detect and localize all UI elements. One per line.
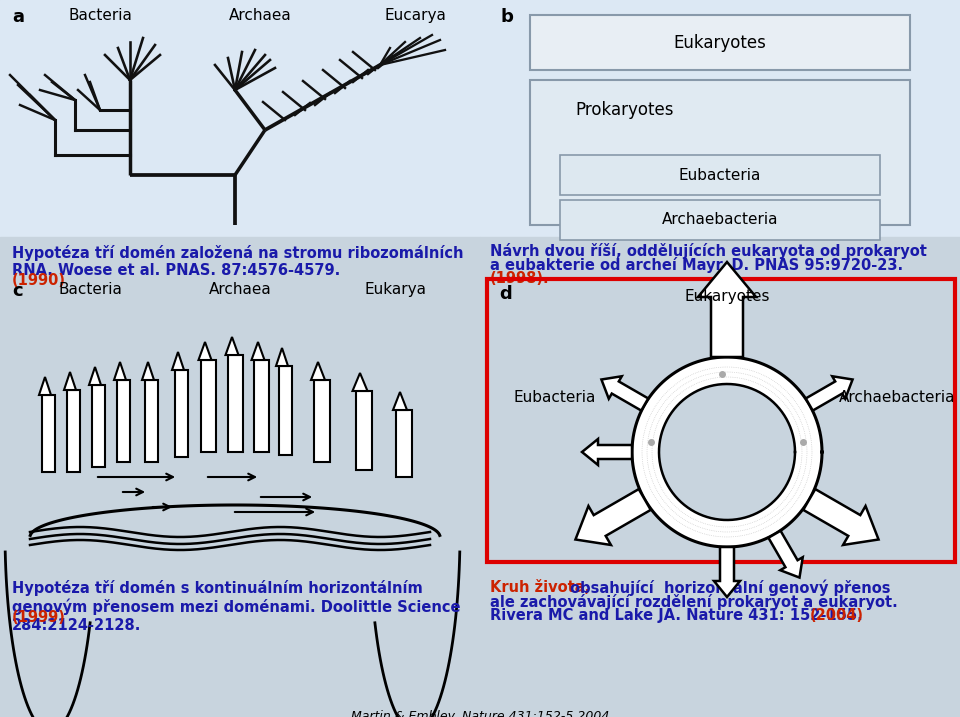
Polygon shape	[172, 352, 184, 370]
Polygon shape	[714, 547, 740, 597]
Text: ale zachovávající rozdělení prokaryot a eukaryot.: ale zachovávající rozdělení prokaryot a …	[490, 594, 898, 610]
Polygon shape	[276, 348, 288, 366]
Polygon shape	[805, 376, 852, 411]
Polygon shape	[114, 362, 126, 380]
Bar	[254, 360, 269, 452]
Polygon shape	[393, 392, 407, 410]
Polygon shape	[199, 342, 211, 360]
Text: (1999): (1999)	[12, 610, 66, 625]
Polygon shape	[89, 367, 101, 385]
Polygon shape	[39, 377, 51, 395]
Text: b: b	[500, 8, 513, 26]
Bar	[487, 279, 955, 562]
Polygon shape	[575, 489, 651, 545]
Text: Hypotéza tří domén s kontinuálním horizontálním
genovým přenosem mezi doménami. : Hypotéza tří domén s kontinuálním horizo…	[12, 580, 461, 632]
Text: Eubacteria: Eubacteria	[514, 389, 596, 404]
Text: Kruh života,: Kruh života,	[490, 580, 590, 595]
Bar	[202, 360, 216, 452]
Text: d: d	[499, 285, 512, 303]
Text: a: a	[12, 8, 24, 26]
Text: Archaea: Archaea	[228, 8, 292, 23]
Text: (1998).: (1998).	[490, 271, 550, 286]
Bar	[480, 270, 960, 717]
Text: Prokaryotes: Prokaryotes	[576, 101, 674, 119]
Text: Archaea: Archaea	[208, 282, 272, 297]
Text: Eukaryotes: Eukaryotes	[674, 34, 766, 52]
Bar	[0, 237, 480, 717]
Text: (1990): (1990)	[12, 273, 66, 288]
Text: Eubacteria: Eubacteria	[679, 168, 761, 183]
Text: (2004): (2004)	[810, 608, 864, 623]
Polygon shape	[252, 342, 265, 360]
Text: a eubakterie od archeí Mayr, D. PNAS 95:9720-23.: a eubakterie od archeí Mayr, D. PNAS 95:…	[490, 257, 903, 273]
Text: Hypotéza tří domén založená na stromu ribozomálních
RNA. Woese et al. PNAS. 87:4: Hypotéza tří domén založená na stromu ri…	[12, 245, 464, 278]
Text: Eukaryotes: Eukaryotes	[684, 289, 770, 304]
Bar	[560, 155, 880, 195]
Text: Archaebacteria: Archaebacteria	[839, 389, 955, 404]
Bar	[356, 391, 372, 470]
Text: Archaebacteria: Archaebacteria	[661, 212, 779, 227]
Text: Bacteria: Bacteria	[58, 282, 122, 297]
Text: Eucarya: Eucarya	[384, 8, 446, 23]
Bar	[0, 0, 480, 270]
Bar	[41, 395, 55, 472]
Bar	[145, 380, 157, 462]
Text: c: c	[12, 282, 23, 300]
Polygon shape	[64, 372, 76, 390]
Text: Rivera MC and Lake JA. Nature 431: 152-155.: Rivera MC and Lake JA. Nature 431: 152-1…	[490, 608, 863, 623]
Bar	[530, 15, 910, 70]
Wedge shape	[632, 357, 822, 547]
Bar	[175, 370, 188, 457]
Bar	[314, 380, 329, 462]
Polygon shape	[698, 262, 756, 357]
Polygon shape	[804, 489, 878, 545]
Bar	[480, 0, 960, 270]
Polygon shape	[352, 373, 368, 391]
Text: Bacteria: Bacteria	[68, 8, 132, 23]
Bar	[560, 200, 880, 240]
Text: Eukarya: Eukarya	[364, 282, 426, 297]
Polygon shape	[601, 376, 648, 411]
Bar	[480, 237, 960, 717]
Bar	[117, 380, 130, 462]
Bar	[228, 355, 243, 452]
Text: Martin & Embley, Nature 431:152-5.2004: Martin & Embley, Nature 431:152-5.2004	[350, 710, 610, 717]
Bar	[278, 366, 292, 455]
Polygon shape	[582, 439, 632, 465]
Text: obsahující  horizontální genový přenos: obsahující horizontální genový přenos	[565, 580, 891, 597]
Bar	[0, 270, 480, 717]
Polygon shape	[142, 362, 154, 380]
Polygon shape	[768, 531, 803, 578]
Bar	[530, 80, 910, 225]
Polygon shape	[311, 362, 325, 380]
Bar	[92, 385, 105, 467]
Bar	[66, 390, 80, 472]
Polygon shape	[226, 337, 238, 355]
Text: Návrh dvou říší, oddělujících eukaryota od prokaryot: Návrh dvou říší, oddělujících eukaryota …	[490, 243, 926, 259]
Bar	[396, 410, 412, 477]
